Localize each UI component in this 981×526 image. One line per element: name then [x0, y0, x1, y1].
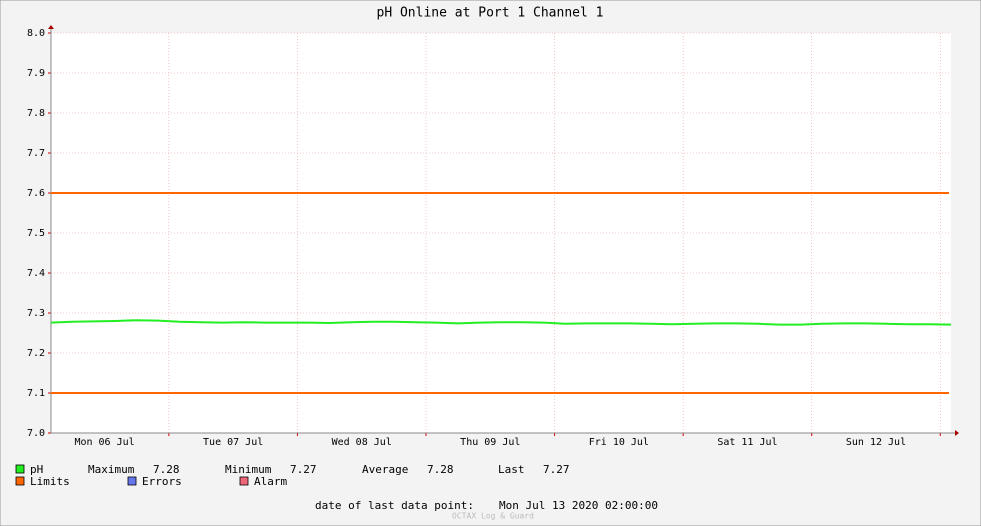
y-tick-label: 7.2	[27, 348, 45, 359]
y-tick-label: 7.0	[27, 428, 45, 439]
y-tick-label: 7.5	[27, 228, 45, 239]
x-axis-arrow	[955, 430, 959, 436]
legend-label: Limits	[30, 475, 70, 488]
x-tick-label: Sun 12 Jul	[846, 437, 906, 448]
x-tick-label: Mon 06 Jul	[74, 437, 134, 448]
stat-value: 7.28	[427, 463, 454, 476]
x-tick-label: Wed 08 Jul	[332, 437, 392, 448]
y-tick-label: 7.4	[27, 268, 45, 279]
y-tick-label: 7.1	[27, 388, 45, 399]
y-tick-label: 7.6	[27, 188, 45, 199]
x-tick-label: Fri 10 Jul	[589, 437, 649, 448]
legend-swatch	[15, 476, 25, 486]
legend-label: Alarm	[254, 475, 287, 488]
legend-swatch	[15, 464, 25, 474]
stat-label: Minimum	[225, 463, 272, 476]
legend-swatch	[127, 476, 137, 486]
legend-label: Errors	[142, 475, 182, 488]
x-tick-label: Tue 07 Jul	[203, 437, 263, 448]
y-tick-label: 7.8	[27, 108, 45, 119]
x-tick-label: Thu 09 Jul	[460, 437, 520, 448]
legend-swatch	[239, 476, 249, 486]
y-tick-label: 7.7	[27, 148, 45, 159]
chart-title: pH Online at Port 1 Channel 1	[377, 6, 604, 21]
footer: OCTAX Log & Guard	[452, 512, 534, 521]
stat-value: 7.27	[290, 463, 317, 476]
x-tick-label: Sat 11 Jul	[717, 437, 777, 448]
last-data-date: Mon Jul 13 2020 02:00:00	[499, 499, 658, 512]
stat-label: Average	[362, 463, 408, 476]
data-line	[50, 319, 952, 326]
last-data-label: date of last data point:	[315, 499, 474, 512]
stat-label: Last	[498, 463, 525, 476]
y-tick-label: 7.3	[27, 308, 45, 319]
y-axis-arrow	[48, 25, 54, 29]
legend-label: pH	[30, 463, 43, 476]
stat-value: 7.28	[153, 463, 180, 476]
stat-value: 7.27	[543, 463, 570, 476]
stat-label: Maximum	[88, 463, 135, 476]
y-tick-label: 8.0	[27, 28, 45, 39]
y-tick-label: 7.9	[27, 68, 45, 79]
